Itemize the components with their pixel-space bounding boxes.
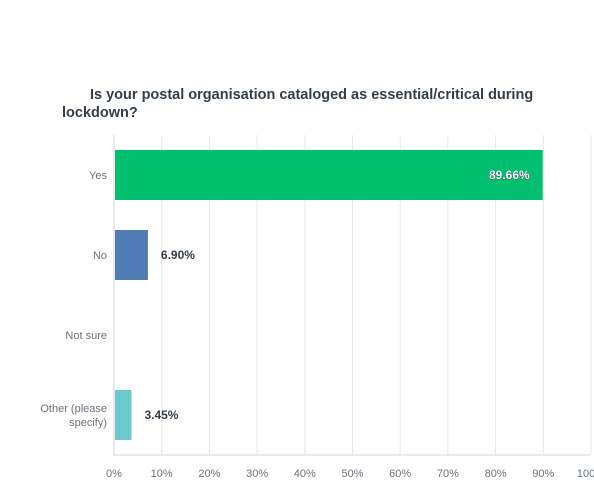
x-tick-label: 70% <box>437 468 459 480</box>
data-label: 3.45% <box>144 408 178 422</box>
x-axis-ticks: 0% 10% 20% 30% 40% 50% 60% 70% 80% 90% 100% <box>106 468 594 480</box>
x-tick-label: 60% <box>389 468 411 480</box>
x-tick-label: 90% <box>532 468 554 480</box>
x-tick-label: 50% <box>341 468 363 480</box>
category-label: Other (please <box>40 403 107 415</box>
x-tick-label: 40% <box>294 468 316 480</box>
x-tick-label: 100% <box>577 468 594 480</box>
data-label: 89.66% <box>489 168 530 182</box>
x-tick-label: 10% <box>151 468 173 480</box>
x-tick-label: 30% <box>246 468 268 480</box>
bar-1 <box>115 230 148 280</box>
category-label: Yes <box>89 170 107 182</box>
category-labels: Yes No Not sure Other (please specify) <box>40 170 107 429</box>
chart-title: Is your postal organisation cataloged as… <box>62 87 534 121</box>
bars <box>115 150 543 440</box>
bar-3 <box>115 390 132 440</box>
data-label: 6.90% <box>161 248 195 262</box>
data-labels: 89.66% 6.90% 3.45% <box>144 168 530 422</box>
x-tick-label: 0% <box>106 468 122 480</box>
bar-0 <box>115 150 543 200</box>
category-label: Not sure <box>65 330 107 342</box>
x-tick-label: 80% <box>485 468 507 480</box>
x-tick-label: 20% <box>198 468 220 480</box>
category-label: specify) <box>69 417 107 429</box>
category-label: No <box>93 250 107 262</box>
